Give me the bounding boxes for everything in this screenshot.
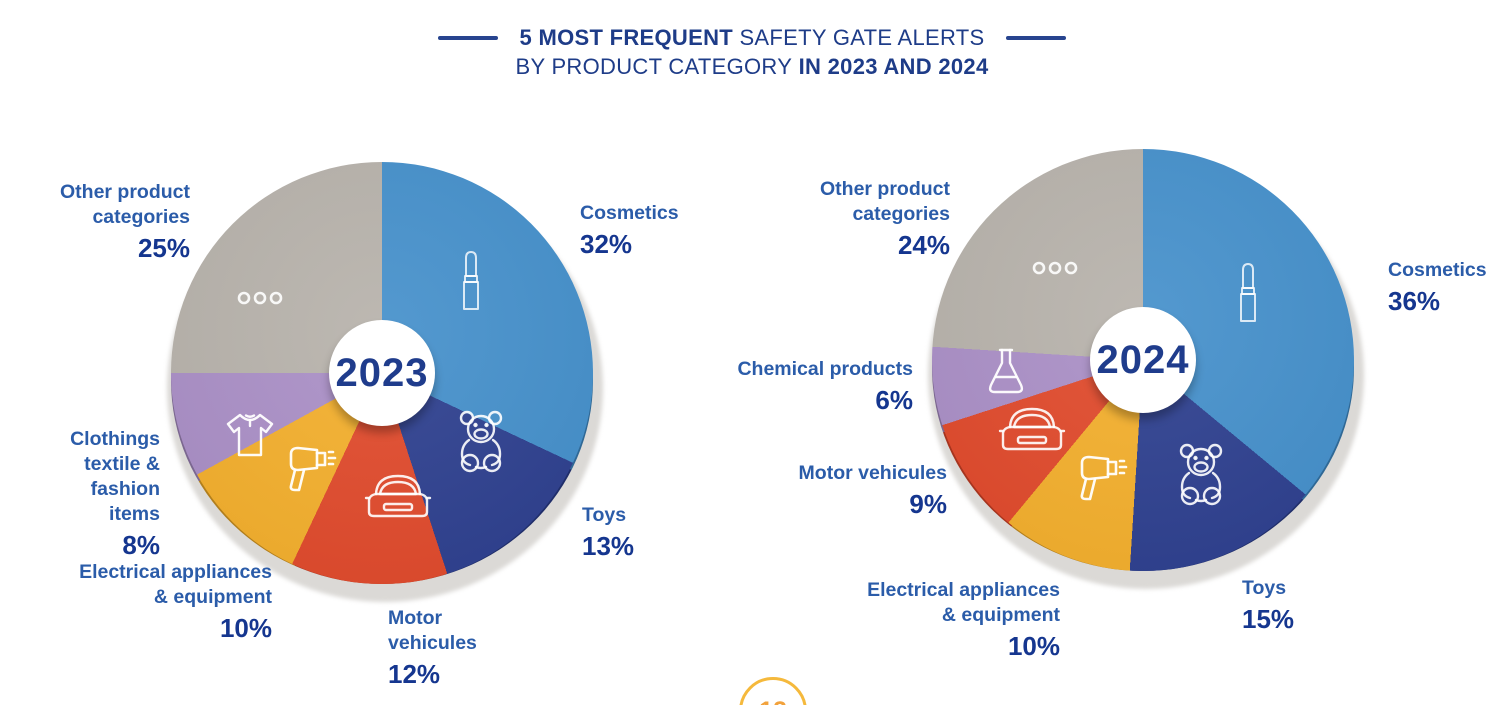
category-percent: 9 <box>767 489 947 520</box>
label-cosmetics-2023: Cosmetics 32 <box>580 201 710 260</box>
hair-dryer-icon <box>1074 455 1128 501</box>
category-name: Other product categories <box>60 181 190 228</box>
label-other-categories-2024: Other product categories 24 <box>800 177 950 261</box>
car-icon <box>364 468 432 520</box>
label-chemical-products-2024: Chemical products 6 <box>723 357 913 416</box>
hair-dryer-icon <box>283 446 337 492</box>
title-line2-bold: IN 2023 AND 2024 <box>798 54 989 79</box>
title-dash-left <box>437 36 498 40</box>
category-name: Cosmetics <box>580 202 679 224</box>
category-percent: 32 <box>580 229 710 260</box>
category-name: Clothings textile & fashion items <box>70 428 160 525</box>
pie-chart-2024: 2024 <box>928 149 1364 589</box>
title-line1-rest: SAFETY GATE ALERTS <box>739 25 985 50</box>
page-number-badge: 12 <box>739 677 807 705</box>
chart-title-line1: 5 MOST FREQUENT SAFETY GATE ALERTS <box>0 24 1504 52</box>
year-label-2024: 2024 <box>1096 337 1190 382</box>
category-name: Electrical appliances & equipment <box>79 561 272 608</box>
category-name: Motor vehicules <box>798 462 947 484</box>
chart-title: 5 MOST FREQUENT SAFETY GATE ALERTS BY PR… <box>0 24 1504 81</box>
chart-title-line2: BY PRODUCT CATEGORY IN 2023 AND 2024 <box>0 53 1504 81</box>
label-toys-2023: Toys 13 <box>582 503 672 562</box>
lipstick-icon <box>1236 262 1260 324</box>
title-line2-pre: BY PRODUCT CATEGORY <box>515 54 793 79</box>
category-name: Cosmetics <box>1388 259 1487 281</box>
category-name: Toys <box>582 504 627 526</box>
label-clothings-textile-2023: Clothings textile & fashion items 8 <box>35 427 160 561</box>
category-percent: 15 <box>1242 604 1332 635</box>
category-name: Chemical products <box>737 358 913 380</box>
category-name: Toys <box>1242 577 1287 599</box>
label-toys-2024: Toys 15 <box>1242 576 1332 635</box>
pie-center-2024: 2024 <box>1090 307 1196 413</box>
label-other-categories-2023: Other product categories 25 <box>40 180 190 264</box>
category-percent: 8 <box>35 530 160 561</box>
label-motor-vehicules-2023: Motor vehicules 12 <box>388 606 488 690</box>
title-line1-text: 5 MOST FREQUENT SAFETY GATE ALERTS <box>520 24 985 52</box>
page-number: 12 <box>759 697 787 705</box>
category-percent: 6 <box>723 385 913 416</box>
category-percent: 10 <box>850 631 1060 662</box>
category-percent: 25 <box>40 233 190 264</box>
ellipsis-icon <box>236 290 284 306</box>
flask-icon <box>987 347 1025 395</box>
category-percent: 12 <box>388 659 488 690</box>
category-name: Motor vehicules <box>388 607 477 654</box>
category-name: Other product categories <box>820 178 950 225</box>
title-line1-rest-wrap: SAFETY GATE ALERTS <box>733 25 984 50</box>
category-name: Electrical appliances & equipment <box>867 579 1060 626</box>
tshirt-icon <box>225 412 275 458</box>
title-line1-bold: 5 MOST FREQUENT <box>519 25 734 50</box>
category-percent: 10 <box>67 613 272 644</box>
year-label-2023: 2023 <box>335 350 429 395</box>
lipstick-icon <box>459 250 483 312</box>
pie-chart-2023: 2023 <box>167 162 603 602</box>
category-percent: 13 <box>582 531 672 562</box>
car-icon <box>998 401 1066 453</box>
label-motor-vehicules-2024: Motor vehicules 9 <box>767 461 947 520</box>
label-cosmetics-2024: Cosmetics 36 <box>1388 258 1504 317</box>
label-electrical-appliances-2023: Electrical appliances & equipment 10 <box>67 560 272 644</box>
teddy-bear-icon <box>1174 442 1228 506</box>
title-dash-right <box>1006 36 1067 40</box>
category-percent: 24 <box>800 230 950 261</box>
pie-center-2023: 2023 <box>329 320 435 426</box>
category-percent: 36 <box>1388 286 1504 317</box>
teddy-bear-icon <box>454 409 508 473</box>
label-electrical-appliances-2024: Electrical appliances & equipment 10 <box>850 578 1060 662</box>
ellipsis-icon <box>1031 260 1079 276</box>
